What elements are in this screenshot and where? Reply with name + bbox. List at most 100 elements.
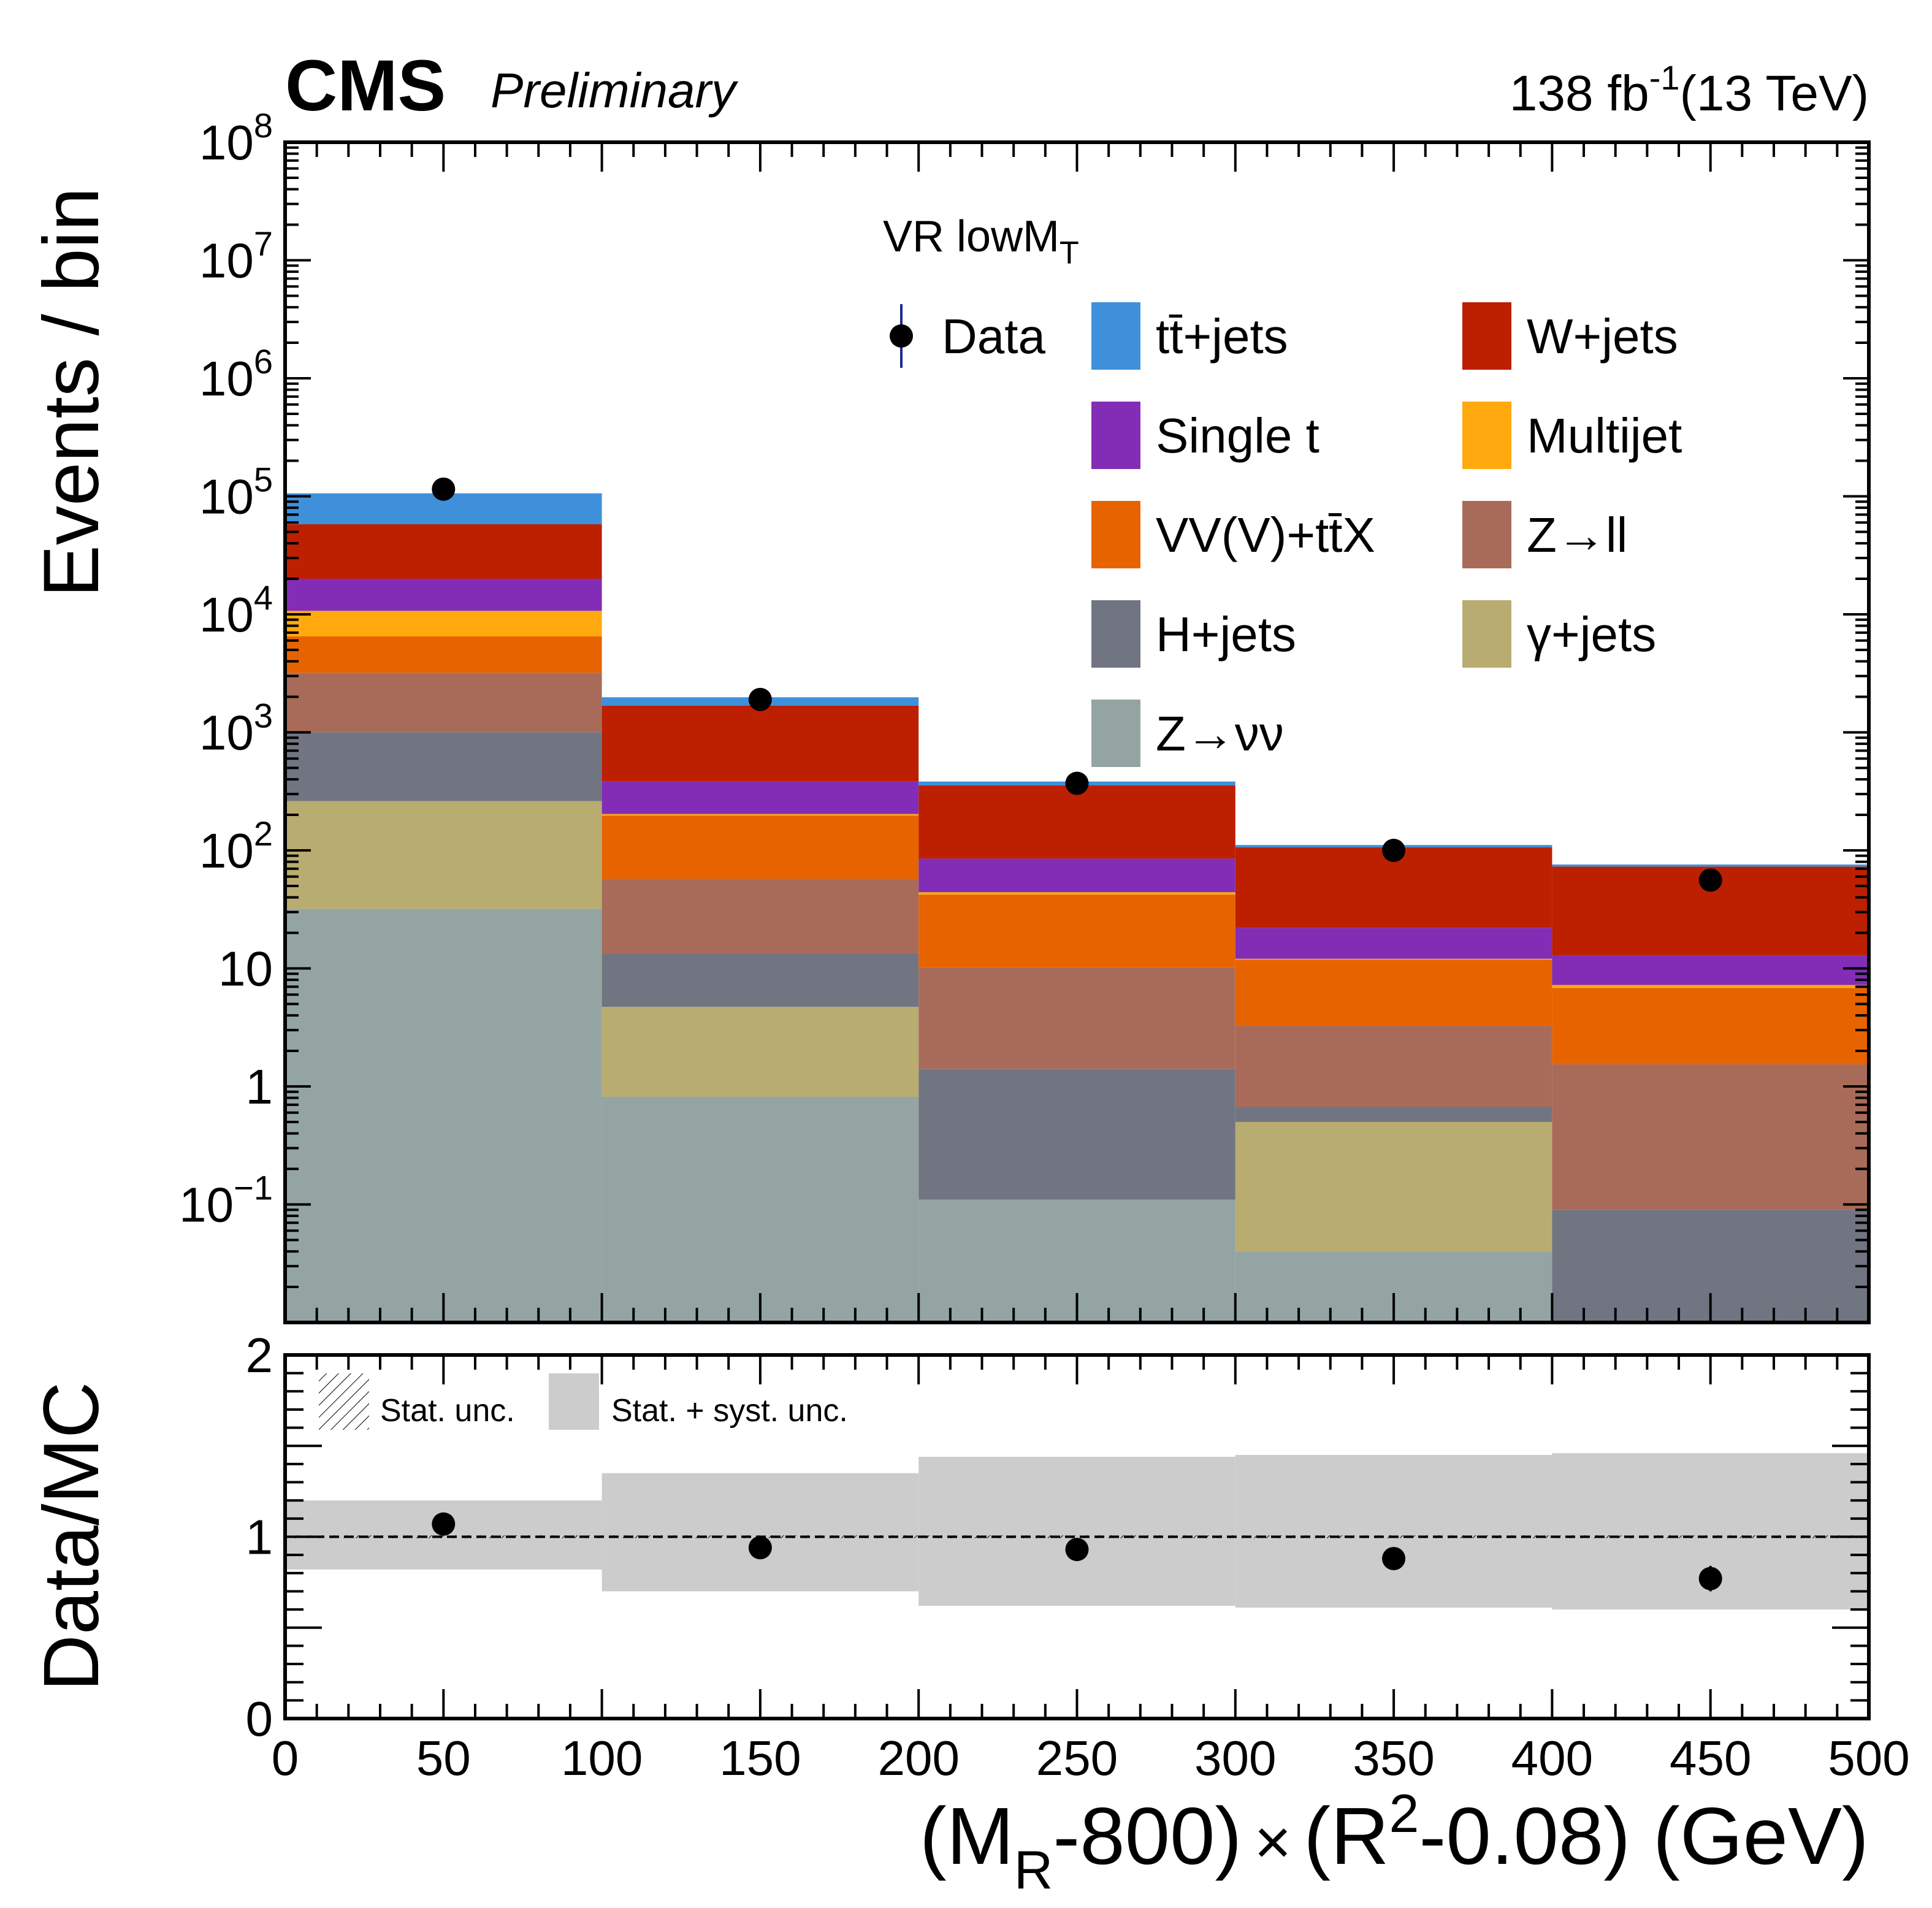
bar-segment — [1552, 985, 1869, 988]
legend-data-marker — [890, 324, 913, 348]
bar-segment — [1552, 955, 1869, 985]
main-y-axis-label: Events / bin — [28, 188, 115, 598]
x-tick-label: 500 — [1828, 1731, 1909, 1785]
y-tick-label: 105 — [199, 460, 273, 524]
lumi-exponent: -1 — [1649, 58, 1680, 97]
experiment-label: CMS — [285, 45, 446, 126]
y-tick-label: 2 — [246, 1328, 273, 1383]
ratio-point — [1382, 1547, 1406, 1571]
uncertainty-band-segment — [601, 1473, 919, 1592]
bar-segment — [1552, 864, 1869, 867]
uncertainty-band — [285, 1453, 1869, 1610]
y-tick-label: 1 — [246, 1059, 273, 1114]
y-tick-label: 10−1 — [179, 1169, 273, 1232]
legend-label: Single t — [1156, 408, 1319, 463]
y-tick-label: 103 — [199, 696, 273, 760]
bar-segment — [601, 814, 919, 816]
bar-segment — [1235, 1107, 1552, 1122]
x-tick-label: 200 — [877, 1731, 959, 1785]
legend-swatch — [1091, 402, 1140, 469]
x-tick-label: 350 — [1353, 1731, 1434, 1785]
lumi-energy: (13 TeV) — [1680, 66, 1869, 121]
region-label-subscript: T — [1060, 235, 1079, 271]
x-axis-label-part: -800) — [1053, 1791, 1242, 1881]
legend-swatch — [1091, 600, 1140, 668]
stat-unc-segment — [1552, 1535, 1869, 1538]
ratio-point — [1065, 1538, 1089, 1562]
uncertainty-band-segment — [1235, 1455, 1552, 1608]
stat-unc-segment — [285, 1535, 602, 1538]
ratio-points — [432, 1512, 1722, 1592]
bar-segment — [601, 705, 919, 782]
x-tick-label: 300 — [1194, 1731, 1276, 1785]
uncertainty-band-segment — [918, 1457, 1235, 1606]
ratio-axis-ticks — [284, 1354, 1870, 1720]
data-points — [432, 477, 1722, 892]
x-axis-label-subscript: R — [1014, 1839, 1053, 1900]
x-axis-label: (MR-800) × (R2-0.08) (GeV) — [920, 1783, 1869, 1900]
bar-segment — [285, 611, 602, 636]
legend-swatch — [1462, 501, 1511, 568]
legend-swatch — [1091, 700, 1140, 767]
x-tick-label: 50 — [416, 1731, 471, 1785]
main-plot-frame — [283, 140, 1871, 1324]
data-point — [1698, 868, 1722, 892]
legend-swatch — [1462, 402, 1511, 469]
bar-segment — [285, 579, 602, 611]
legend-label: H+jets — [1156, 607, 1296, 662]
x-tick-label: 250 — [1036, 1731, 1118, 1785]
bar-segment — [918, 785, 1235, 859]
bar-segment — [601, 1096, 919, 1322]
legend: Data tt̄+jets W+jets Single t Multijet VV(V)+… — [890, 302, 1682, 767]
x-axis-label-part: -0.08) (GeV) — [1419, 1791, 1869, 1881]
legend-swatch — [1462, 600, 1511, 668]
bar-segment — [1235, 960, 1552, 1026]
region-label-text: VR lowM — [883, 212, 1060, 261]
stat-unc-segment — [918, 1535, 1235, 1538]
legend-label: Z→ll — [1527, 508, 1627, 562]
ratio-point — [432, 1512, 456, 1536]
bar-segment — [1552, 1064, 1869, 1210]
ratio-plot-frame — [283, 1353, 1871, 1720]
data-point — [1382, 839, 1406, 862]
ratio-panel: 0 1 2 0 50 100 150 200 250 300 350 400 450 500 Stat.… — [28, 1328, 1910, 1900]
y-tick-label: 108 — [199, 106, 273, 170]
stat-syst-unc-swatch — [549, 1373, 599, 1430]
bar-segment — [601, 953, 919, 1007]
legend-label: tt̄+jets — [1156, 309, 1288, 364]
x-tick-label: 150 — [719, 1731, 801, 1785]
lumi-value: 138 fb — [1510, 66, 1649, 121]
data-point — [432, 477, 456, 501]
bar-segment — [285, 673, 602, 733]
y-tick-label: 102 — [199, 814, 273, 878]
bar-segment — [285, 524, 602, 579]
y-tick-label: 107 — [199, 224, 273, 288]
legend-label: W+jets — [1527, 309, 1678, 364]
bar-segment — [285, 801, 602, 909]
y-tick-label: 106 — [199, 342, 273, 406]
bar-segment — [1552, 988, 1869, 1064]
bar-segment — [601, 781, 919, 814]
bar-segment — [285, 732, 602, 801]
legend-swatch — [1462, 302, 1511, 370]
bar-segment — [285, 909, 602, 1322]
x-axis-label-times: × — [1254, 1807, 1291, 1878]
x-tick-label: 100 — [561, 1731, 643, 1785]
bar-segment — [601, 1007, 919, 1097]
bar-segment — [918, 858, 1235, 893]
bar-segment — [918, 1069, 1235, 1200]
x-axis-label-superscript: 2 — [1389, 1783, 1419, 1844]
legend-swatch — [1091, 501, 1140, 568]
x-tick-labels: 0 50 100 150 200 250 300 350 400 450 500 — [272, 1731, 1910, 1785]
bar-segment — [1235, 1121, 1552, 1252]
x-tick-label: 450 — [1670, 1731, 1751, 1785]
region-label: VR lowMT — [883, 212, 1079, 271]
ratio-y-axis-label: Data/MC — [28, 1382, 115, 1692]
legend-label: γ+jets — [1527, 607, 1656, 662]
stat-syst-unc-label: Stat. + syst. unc. — [611, 1393, 848, 1429]
y-tick-label: 10 — [218, 942, 273, 996]
bar-segment — [1235, 1025, 1552, 1107]
lumi-label: 138 fb-1(13 TeV) — [1510, 58, 1869, 121]
